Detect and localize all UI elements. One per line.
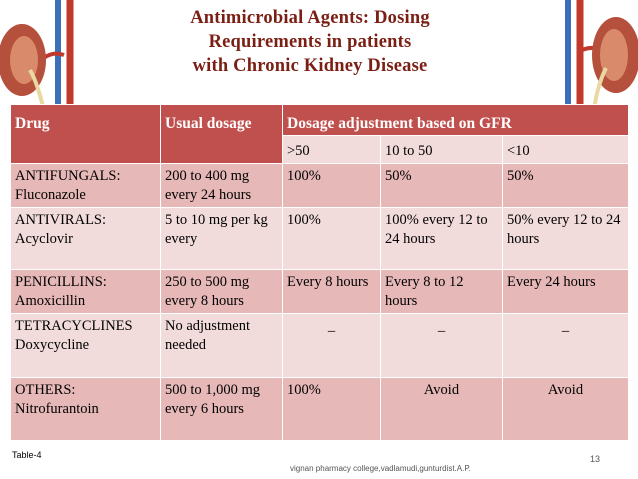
gfr-gt50-cell: 100% (282, 377, 381, 441)
gfr-mid-cell: _ (380, 313, 503, 378)
drug-cell: ANTIFUNGALS: Fluconazole (10, 163, 161, 208)
gfr-mid-cell: 100% every 12 to 24 hours (380, 207, 503, 270)
drug-class: TETRACYCLINES (15, 318, 133, 334)
table-row: ANTIVIRALS: Acyclovir 5 to 10 mg per kg e… (10, 207, 629, 270)
title-line-1: Antimicrobial Agents: Dosing (190, 8, 430, 28)
drug-name: Acyclovir (15, 231, 73, 247)
table-row: PENICILLINS: Amoxicillin 250 to 500 mg e… (10, 269, 629, 314)
drug-name: Amoxicillin (15, 293, 86, 309)
drug-class: PENICILLINS: (15, 274, 107, 290)
drug-cell: PENICILLINS: Amoxicillin (10, 269, 161, 314)
drug-class: OTHERS: (15, 382, 76, 398)
table-row: TETRACYCLINES Doxycycline No adjustment n… (10, 313, 629, 378)
drug-class: ANTIFUNGALS: (15, 168, 121, 184)
usual-dosage-cell: 500 to 1,000 mg every 6 hours (160, 377, 283, 441)
gfr-lt10: <10 (502, 135, 629, 164)
usual-dosage-cell: 250 to 500 mg every 8 hours (160, 269, 283, 314)
drug-name: Nitrofurantoin (15, 401, 99, 417)
gfr-mid-cell: Avoid (380, 377, 503, 441)
gfr-gt50: >50 (282, 135, 381, 164)
usual-dosage-cell: 5 to 10 mg per kg every (160, 207, 283, 270)
kidney-illustration-right (565, 0, 638, 110)
gfr-gt50-cell: 100% (282, 163, 381, 208)
drug-class: ANTIVIRALS: (15, 212, 107, 228)
slide-title: Antimicrobial Agents: Dosing Requirement… (150, 6, 470, 78)
title-line-2: Requirements in patients (208, 32, 412, 52)
drug-name: Doxycycline (15, 337, 90, 353)
page-number: 13 (590, 454, 601, 464)
usual-dosage-cell: No adjustment needed (160, 313, 283, 378)
dosage-table: Drug Usual dosage Dosage adjustment base… (10, 104, 629, 441)
gfr-gt50-cell: _ (282, 313, 381, 378)
header-dosage-adjustment: Dosage adjustment based on GFR (282, 104, 629, 136)
table-row: OTHERS: Nitrofurantoin 500 to 1,000 mg ev… (10, 377, 629, 441)
drug-name: Fluconazole (15, 187, 86, 203)
gfr-gt50-cell: 100% (282, 207, 381, 270)
drug-cell: ANTIVIRALS: Acyclovir (10, 207, 161, 270)
table-row: ANTIFUNGALS: Fluconazole 200 to 400 mg ev… (10, 163, 629, 208)
gfr-subheader-row: >50 10 to 50 <10 (11, 135, 629, 164)
kidney-illustration-left (0, 0, 74, 110)
gfr-gt50-cell: Every 8 hours (282, 269, 381, 314)
header-usual-dosage: Usual dosage (160, 104, 283, 164)
table-label: Table-4 (12, 450, 42, 460)
table-header-row: Drug Usual dosage Dosage adjustment base… (10, 104, 629, 164)
gfr-lt10-cell: 50% every 12 to 24 hours (502, 207, 629, 270)
gfr-mid-cell: Every 8 to 12 hours (380, 269, 503, 314)
gfr-mid-cell: 50% (380, 163, 503, 208)
gfr-lt10-cell: Every 24 hours (502, 269, 629, 314)
gfr-lt10-cell: _ (502, 313, 629, 378)
drug-cell: TETRACYCLINES Doxycycline (10, 313, 161, 378)
usual-dosage-cell: 200 to 400 mg every 24 hours (160, 163, 283, 208)
gfr-lt10-cell: 50% (502, 163, 629, 208)
gfr-10-to-50: 10 to 50 (380, 135, 503, 164)
title-line-3: with Chronic Kidney Disease (192, 56, 428, 76)
college-credit: vignan pharmacy college,vadlamudi,guntur… (290, 464, 471, 473)
drug-cell: OTHERS: Nitrofurantoin (10, 377, 161, 441)
header-drug: Drug (10, 104, 161, 164)
gfr-lt10-cell: Avoid (502, 377, 629, 441)
